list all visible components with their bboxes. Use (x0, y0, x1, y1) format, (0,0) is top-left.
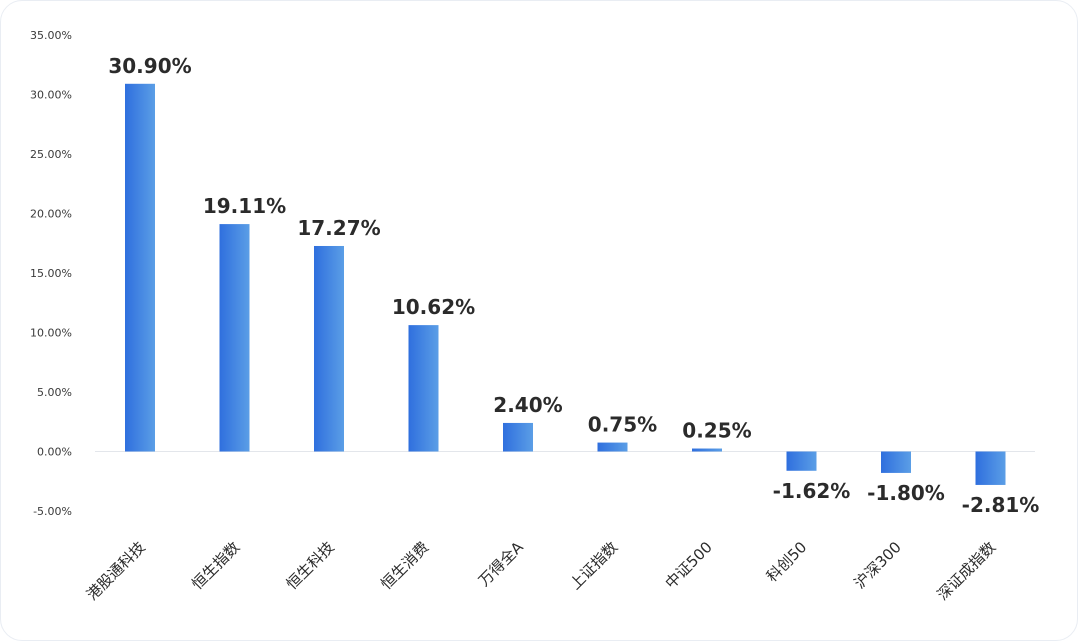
data-label: 2.40% (493, 393, 562, 417)
x-tick-label: 恒生消费 (377, 538, 432, 593)
x-tick-label: 沪深300 (851, 538, 905, 592)
y-tick-label: 35.00% (30, 29, 72, 42)
y-tick-label: 15.00% (30, 267, 72, 280)
x-tick-label: 科创50 (763, 538, 810, 585)
x-tick-label: 港股通科技 (83, 538, 149, 604)
bar (503, 422, 533, 452)
bar (597, 442, 628, 452)
data-label: 0.75% (588, 413, 657, 437)
data-label: 19.11% (203, 194, 286, 218)
x-tick-label: 万得全A (475, 538, 527, 590)
x-tick-label: 恒生指数 (188, 538, 243, 593)
x-tick-label: 恒生科技 (283, 538, 338, 593)
data-label: -1.80% (867, 481, 945, 505)
y-tick-label: 30.00% (30, 89, 72, 102)
bar (881, 451, 911, 473)
y-tick-label: -5.00% (33, 505, 72, 518)
y-tick-label: 10.00% (30, 327, 72, 340)
data-label: 10.62% (392, 295, 475, 319)
data-label: 17.27% (297, 216, 380, 240)
x-tick-label: 上证指数 (566, 538, 621, 593)
y-tick-label: 25.00% (30, 148, 72, 161)
x-axis: 港股通科技 恒生指数 恒生科技 恒生消费 万得全A 上证指数 中证500 科创50 沪深300 深… (83, 538, 999, 604)
x-tick-label: 深证成指数 (934, 538, 1000, 604)
bar (786, 451, 817, 471)
y-tick-label: 5.00% (37, 386, 72, 399)
bar (314, 245, 344, 452)
bar (408, 325, 439, 452)
bar (692, 448, 722, 452)
data-label: 30.90% (108, 54, 191, 78)
y-axis: 35.00% 30.00% 25.00% 20.00% 15.00% 10.00% 5.00… (30, 29, 72, 518)
value-labels: 30.90% 19.11% 17.27% 10.62% 2.40% 0.75% 0.25% -… (108, 54, 1039, 517)
bar (125, 83, 155, 452)
bars (125, 83, 1006, 485)
data-label: -1.62% (773, 479, 851, 503)
bar (975, 451, 1006, 485)
bar (219, 224, 250, 452)
data-label: 0.25% (682, 419, 751, 443)
x-tick-label: 中证500 (662, 538, 716, 592)
y-tick-label: 0.00% (37, 446, 72, 459)
y-tick-label: 20.00% (30, 208, 72, 221)
data-label: -2.81% (962, 493, 1040, 517)
